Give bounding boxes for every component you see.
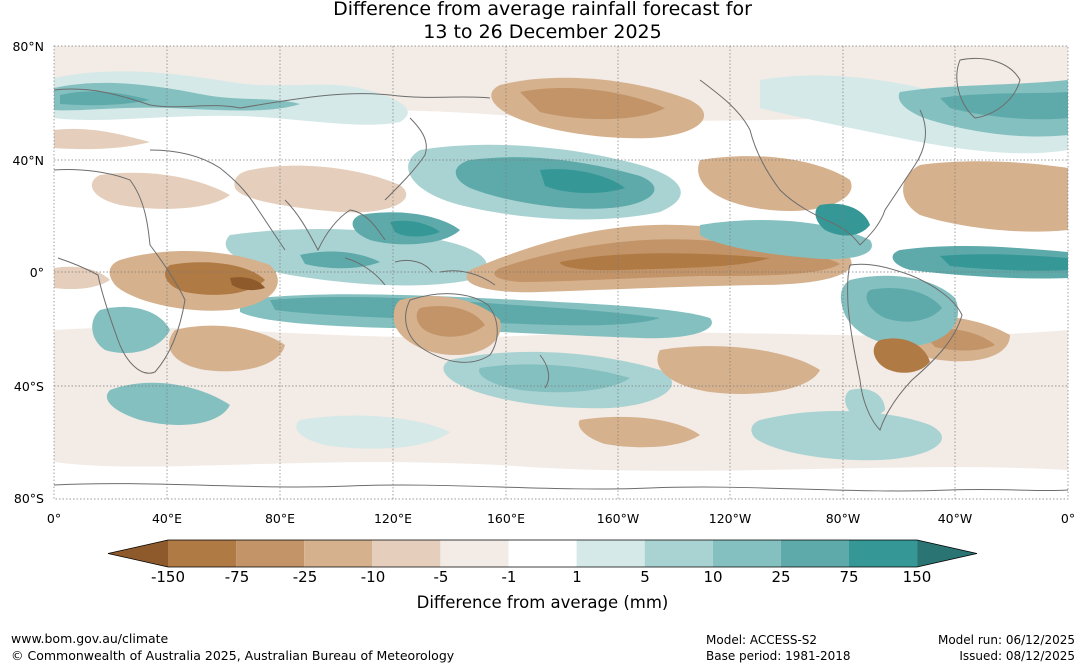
lon-label-80e: 80°E (265, 511, 295, 526)
lon-label-120w: 120°W (709, 511, 751, 526)
colorbar-extend-high (917, 540, 977, 567)
colorbar-swatch (644, 540, 713, 567)
colorbar-swatch (576, 540, 645, 567)
colorbar-tick-label: 10 (703, 568, 723, 586)
anomaly-field (54, 46, 1068, 499)
colorbar-swatch (849, 540, 918, 567)
colorbar-swatch (780, 540, 849, 567)
colorbar-swatch (236, 540, 305, 567)
graticule (53, 45, 1069, 500)
colorbar-swatch (712, 540, 781, 567)
colorbar-tick-label: 1 (572, 568, 582, 586)
map-title-line2: 13 to 26 December 2025 (423, 21, 662, 43)
colorbar-tick-label: 25 (771, 568, 791, 586)
colorbar-swatch (440, 540, 509, 567)
colorbar-tick-label: -150 (150, 568, 186, 586)
colorbar-tick-label: -5 (433, 568, 449, 586)
lon-label-40e: 40°E (152, 511, 182, 526)
colorbar-tick-label: -10 (360, 568, 386, 586)
colorbar-extend-low (108, 540, 168, 567)
lat-label-80s: 80°S (14, 491, 44, 506)
copyright-text: © Commonwealth of Australia 2025, Austra… (11, 648, 455, 663)
lat-label-80n: 80°N (12, 39, 44, 54)
colorbar-title: Difference from average (mm) (416, 593, 669, 612)
lat-label-40s: 40°S (14, 379, 44, 394)
colorbar-swatch (372, 540, 441, 567)
lon-label-160e: 160°E (487, 511, 525, 526)
lon-label-0-left: 0° (47, 511, 61, 526)
lon-label-160w: 160°W (597, 511, 639, 526)
issued-date: Issued: 08/12/2025 (959, 649, 1075, 663)
website-link[interactable]: www.bom.gov.au/climate (11, 631, 169, 646)
colorbar-tick-label: -1 (501, 568, 517, 586)
colorbar-tick-label: 5 (640, 568, 650, 586)
base-period: Base period: 1981-2018 (706, 649, 851, 663)
colorbar-outline (107, 539, 978, 568)
model-run-date: Model run: 06/12/2025 (937, 633, 1075, 647)
lon-label-40w: 40°W (938, 511, 973, 526)
lat-label-0: 0° (30, 265, 44, 280)
colorbar-tick-label: -25 (292, 568, 318, 586)
lon-label-80w: 80°W (826, 511, 861, 526)
colorbar-tick-label: -75 (224, 568, 250, 586)
colorbar (107, 539, 978, 568)
colorbar-swatch (508, 540, 577, 567)
colorbar-swatch (168, 540, 237, 567)
lat-label-40n: 40°N (12, 153, 44, 168)
colorbar-tick-label: 75 (839, 568, 859, 586)
map-title-line1: Difference from average rainfall forecas… (333, 0, 752, 20)
lon-label-0-right: 0° (1061, 511, 1075, 526)
lon-label-120e: 120°E (374, 511, 412, 526)
colorbar-tick-label: 150 (902, 568, 932, 586)
colorbar-swatch (304, 540, 373, 567)
coastlines (54, 57, 1068, 492)
model-name: Model: ACCESS-S2 (706, 633, 818, 647)
